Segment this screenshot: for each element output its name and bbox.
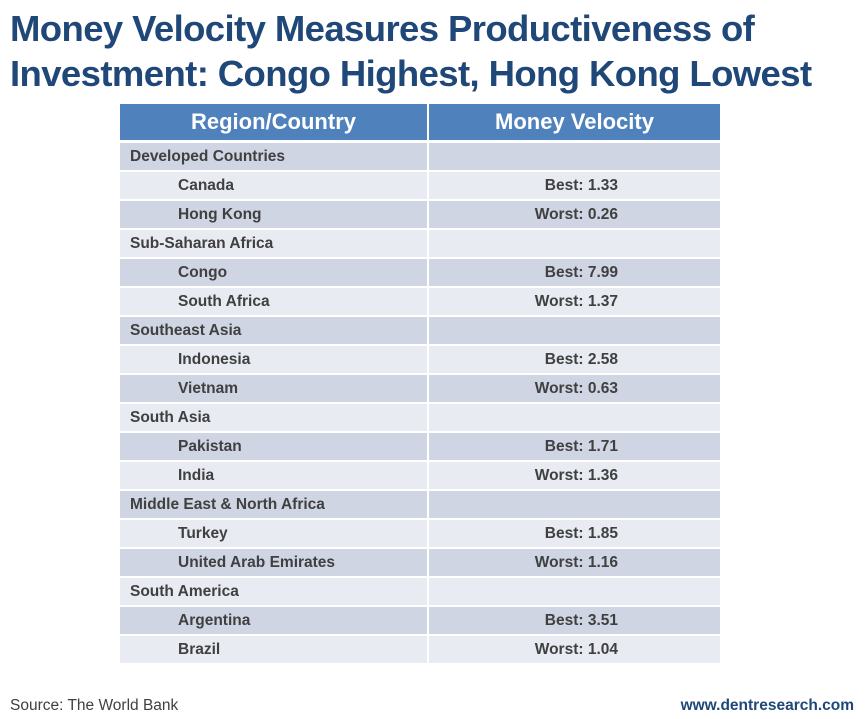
money-velocity-cell: Worst: 0.26 (428, 199, 720, 229)
country-row: Pakistan Best: 1.71 (120, 431, 720, 461)
region-name-cell: South Asia (120, 402, 429, 432)
region-name-cell: Developed Countries (120, 140, 429, 171)
country-name-cell: Hong Kong (120, 199, 429, 229)
money-velocity-cell: Best: 1.85 (428, 518, 720, 548)
header-region-country: Region/Country (120, 104, 429, 143)
money-velocity-cell (428, 140, 720, 171)
chart-title: Money Velocity Measures Productiveness o… (10, 6, 868, 96)
country-row: South Africa Worst: 1.37 (120, 286, 720, 316)
country-name-cell: Brazil (120, 634, 429, 663)
website-link[interactable]: www.dentresearch.com (680, 697, 854, 714)
money-velocity-cell (428, 315, 720, 345)
source-note: Source: The World Bank (10, 697, 179, 714)
country-name-cell: Vietnam (120, 373, 429, 403)
country-name-cell: Argentina (120, 605, 429, 635)
country-row: Hong Kong Worst: 0.26 (120, 199, 720, 229)
money-velocity-cell: Best: 7.99 (428, 257, 720, 287)
country-row: Brazil Worst: 1.04 (120, 634, 720, 663)
money-velocity-cell: Best: 3.51 (428, 605, 720, 635)
money-velocity-cell: Worst: 1.36 (428, 460, 720, 490)
region-name-cell: Southeast Asia (120, 315, 429, 345)
title-line-2: Investment: Congo Highest, Hong Kong Low… (10, 53, 812, 94)
region-row: Middle East & North Africa (120, 489, 720, 519)
country-row: Canada Best: 1.33 (120, 170, 720, 200)
region-row: Southeast Asia (120, 315, 720, 345)
money-velocity-table: Region/Country Money Velocity Developed … (120, 104, 720, 663)
country-name-cell: Congo (120, 257, 429, 287)
money-velocity-cell (428, 489, 720, 519)
money-velocity-cell (428, 402, 720, 432)
country-row: Indonesia Best: 2.58 (120, 344, 720, 374)
region-row: South Asia (120, 402, 720, 432)
region-name-cell: South America (120, 576, 429, 606)
money-velocity-cell (428, 576, 720, 606)
region-row: Sub-Saharan Africa (120, 228, 720, 258)
country-name-cell: South Africa (120, 286, 429, 316)
title-line-1: Money Velocity Measures Productiveness o… (10, 8, 755, 49)
country-row: Vietnam Worst: 0.63 (120, 373, 720, 403)
region-name-cell: Middle East & North Africa (120, 489, 429, 519)
money-velocity-cell: Worst: 0.63 (428, 373, 720, 403)
country-row: India Worst: 1.36 (120, 460, 720, 490)
country-row: Congo Best: 7.99 (120, 257, 720, 287)
money-velocity-cell: Worst: 1.04 (428, 634, 720, 663)
money-velocity-cell: Best: 1.71 (428, 431, 720, 461)
country-row: United Arab Emirates Worst: 1.16 (120, 547, 720, 577)
country-name-cell: India (120, 460, 429, 490)
country-name-cell: Pakistan (120, 431, 429, 461)
country-row: Argentina Best: 3.51 (120, 605, 720, 635)
table-header-row: Region/Country Money Velocity (120, 104, 720, 143)
header-money-velocity: Money Velocity (428, 104, 720, 143)
country-name-cell: Turkey (120, 518, 429, 548)
money-velocity-cell: Best: 1.33 (428, 170, 720, 200)
country-name-cell: Indonesia (120, 344, 429, 374)
country-row: Turkey Best: 1.85 (120, 518, 720, 548)
region-name-cell: Sub-Saharan Africa (120, 228, 429, 258)
table-body: Developed Countries Canada Best: 1.33 Hong … (120, 140, 720, 663)
region-row: South America (120, 576, 720, 606)
money-velocity-cell: Worst: 1.37 (428, 286, 720, 316)
money-velocity-cell: Worst: 1.16 (428, 547, 720, 577)
country-name-cell: United Arab Emirates (120, 547, 429, 577)
country-name-cell: Canada (120, 170, 429, 200)
region-row: Developed Countries (120, 140, 720, 171)
money-velocity-cell (428, 228, 720, 258)
money-velocity-cell: Best: 2.58 (428, 344, 720, 374)
